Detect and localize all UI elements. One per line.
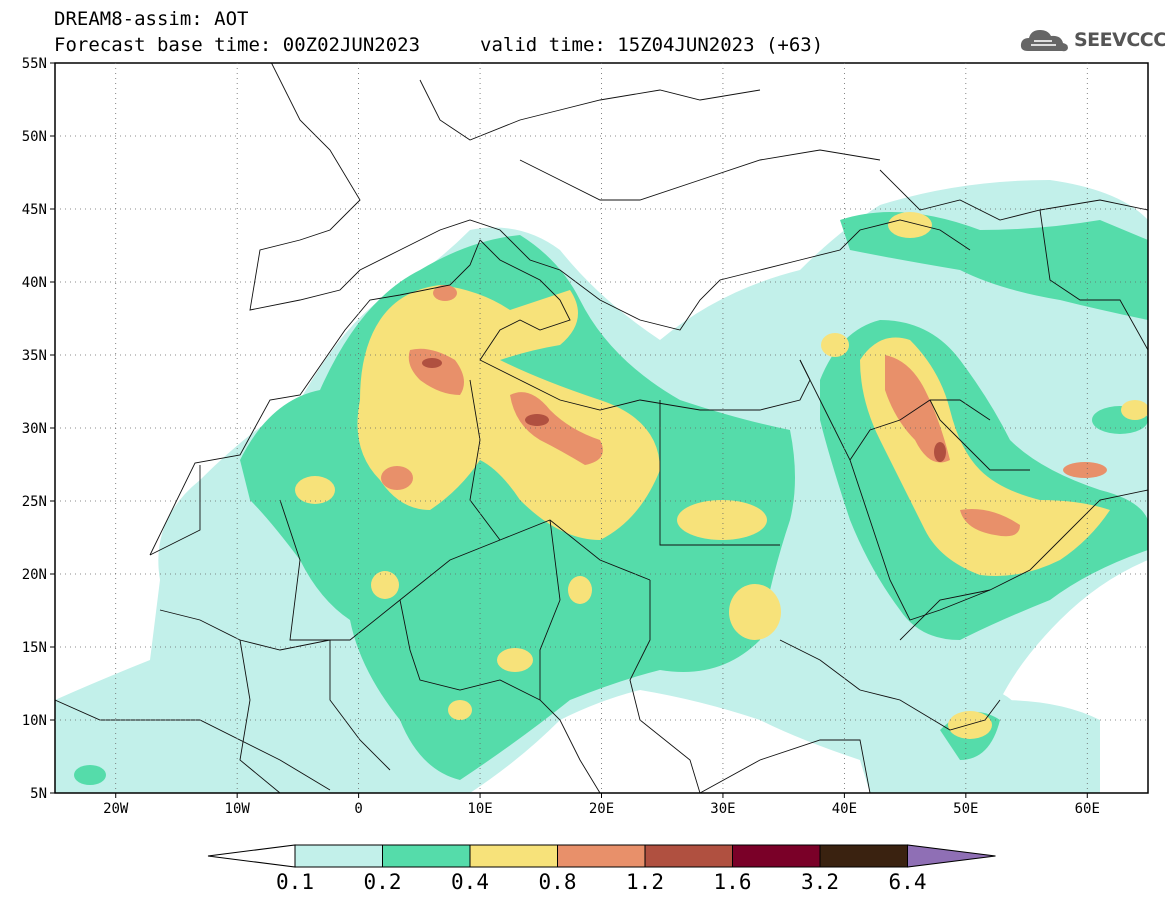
colorbar-segment xyxy=(294,844,383,868)
logo-text: SEEVCCC xyxy=(1074,29,1165,51)
colorbar-label: 0.8 xyxy=(539,870,577,894)
lat-axis: 55N 50N 45N 40N 35N 30N 25N 20N 15N 10N 5N xyxy=(22,56,47,802)
colorbar-segment xyxy=(732,844,821,868)
lat-tick-label: 25N xyxy=(22,494,47,510)
title-base-time: Forecast base time: 00Z02JUN2023 xyxy=(54,34,421,56)
colorbar-labels: 0.1 0.2 0.4 0.8 1.2 1.6 3.2 6.4 xyxy=(276,870,926,894)
cloud-logo-icon xyxy=(1020,30,1068,52)
graticule xyxy=(50,62,1148,798)
colorbar-low-arrow xyxy=(207,844,296,868)
title-product: DREAM8-assim: AOT xyxy=(54,8,249,30)
logo: SEEVCCC xyxy=(1018,24,1165,56)
colorbar-segment xyxy=(557,844,646,868)
colorbar-label: 0.4 xyxy=(451,870,489,894)
lon-tick-label: 40E xyxy=(832,801,857,817)
colorbar-label: 6.4 xyxy=(889,870,927,894)
lat-tick-label: 50N xyxy=(22,129,47,145)
lon-axis: 20W 10W 0 10E 20E 30E 40E 50E 60E xyxy=(103,801,1100,817)
colorbar-label: 0.1 xyxy=(276,870,314,894)
lat-tick-label: 55N xyxy=(22,56,47,72)
lat-tick-label: 35N xyxy=(22,348,47,364)
colorbar-label: 1.6 xyxy=(714,870,752,894)
lon-tick-label: 20E xyxy=(589,801,614,817)
lon-tick-label: 20W xyxy=(103,801,129,817)
lon-tick-label: 0 xyxy=(354,801,362,817)
colorbar xyxy=(207,844,996,868)
lat-tick-label: 45N xyxy=(22,202,47,218)
lon-tick-label: 10W xyxy=(225,801,251,817)
colorbar-label: 1.2 xyxy=(626,870,664,894)
lat-tick-label: 15N xyxy=(22,640,47,656)
lat-tick-label: 5N xyxy=(30,786,47,802)
lon-tick-label: 10E xyxy=(467,801,492,817)
colorbar-segment xyxy=(382,844,471,868)
lat-tick-label: 40N xyxy=(22,275,47,291)
colorbar-segment xyxy=(819,844,908,868)
lat-tick-label: 30N xyxy=(22,421,47,437)
lon-tick-label: 30E xyxy=(710,801,735,817)
colorbar-label: 3.2 xyxy=(801,870,839,894)
colorbar-high-arrow xyxy=(907,844,996,868)
coastlines-borders xyxy=(55,63,1148,793)
lon-tick-label: 50E xyxy=(953,801,978,817)
colorbar-segment xyxy=(469,844,558,868)
colorbar-segment xyxy=(644,844,733,868)
lat-tick-label: 10N xyxy=(22,713,47,729)
title-valid-time: valid time: 15Z04JUN2023 (+63) xyxy=(480,34,824,56)
colorbar-label: 0.2 xyxy=(364,870,402,894)
lon-tick-label: 60E xyxy=(1075,801,1100,817)
aot-level-1.2 xyxy=(422,358,946,462)
lat-tick-label: 20N xyxy=(22,567,47,583)
